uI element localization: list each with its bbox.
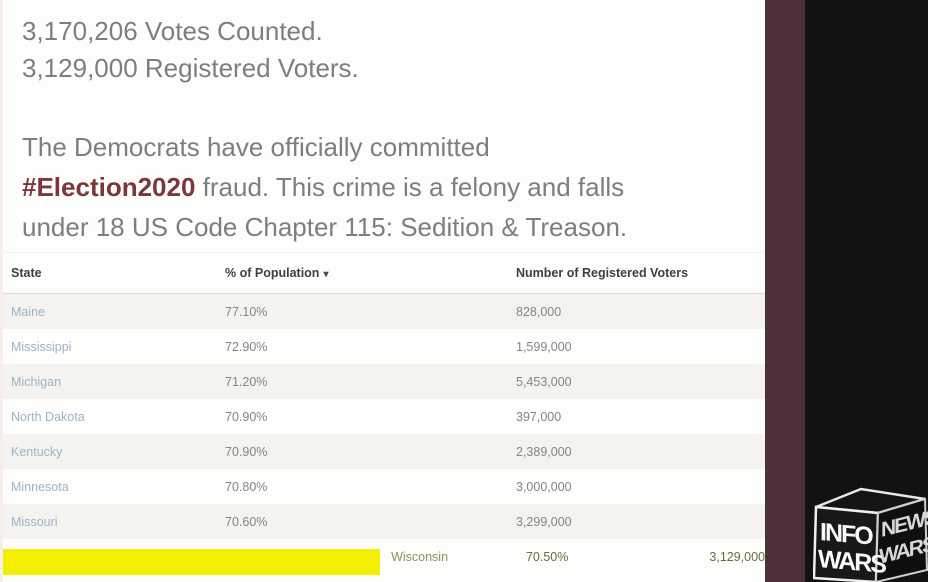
registered-voters-table: State % of Population ▾ Number of Registe…	[0, 252, 765, 575]
table-row-maine: Maine 77.10% 828,000	[0, 294, 765, 329]
pct-cell: 70.50%	[525, 549, 569, 564]
table-row-kentucky: Kentucky 70.90% 2,389,000	[0, 434, 765, 469]
header-state[interactable]: State	[11, 266, 42, 280]
voters-cell: 828,000	[516, 304, 562, 319]
votes-counted-line: 3,170,206 Votes Counted.	[22, 16, 323, 46]
voters-cell: 2,389,000	[516, 444, 572, 459]
state-link[interactable]: Missouri	[11, 514, 58, 529]
logo-front-line2: WARS	[818, 545, 886, 579]
pct-cell: 70.60%	[225, 514, 268, 529]
state-link[interactable]: Michigan	[11, 374, 62, 389]
table-row-minnesota: Minnesota 70.80% 3,000,000	[0, 469, 765, 504]
claim-paragraph: The Democrats have officially committed …	[22, 127, 627, 247]
table-row-wisconsin: Wisconsin 70.50% 3,129,000	[0, 539, 765, 575]
header-registered-voters[interactable]: Number of Registered Voters	[516, 266, 689, 280]
logo-front-line1: INFO	[820, 518, 873, 551]
table-header-row: State % of Population ▾ Number of Registe…	[0, 253, 765, 294]
state-link[interactable]: Kentucky	[11, 444, 63, 459]
voters-cell: 3,000,000	[516, 479, 572, 494]
state-link[interactable]: Maine	[11, 304, 46, 319]
registered-voters-line: 3,129,000 Registered Voters.	[22, 53, 359, 83]
cube-front-face	[813, 505, 880, 582]
state-link[interactable]: Minnesota	[11, 479, 69, 494]
header-pct-population[interactable]: % of Population ▾	[225, 266, 516, 280]
state-link[interactable]: North Dakota	[11, 409, 85, 424]
table-row-michigan: Michigan 71.20% 5,453,000	[0, 364, 765, 399]
table-row-mississippi: Mississippi 72.90% 1,599,000	[0, 329, 765, 364]
black-sidebar: INFO WARS NEWS WARS	[805, 0, 928, 582]
stats-block: 3,170,206 Votes Counted. 3,129,000 Regis…	[22, 13, 359, 87]
voters-cell: 1,599,000	[516, 339, 572, 354]
paragraph-line3: under 18 US Code Chapter 115: Sedition &…	[22, 212, 628, 242]
pct-cell: 71.20%	[225, 374, 268, 389]
paragraph-line2: fraud. This crime is a felony and falls	[195, 172, 625, 202]
sort-desc-icon: ▾	[323, 269, 329, 280]
cube-side-face	[874, 497, 928, 582]
pct-cell: 70.80%	[225, 479, 268, 494]
voters-cell: 5,453,000	[516, 374, 572, 389]
voters-cell: 3,299,000	[516, 514, 572, 529]
state-link[interactable]: Wisconsin	[391, 549, 449, 564]
voters-cell: 3,129,000	[709, 549, 765, 564]
left-edge-border	[0, 0, 3, 582]
table-row-missouri: Missouri 70.60% 3,299,000	[0, 504, 765, 539]
infowars-cube-logo: INFO WARS NEWS WARS	[813, 487, 928, 582]
yellow-highlight-bar	[0, 548, 381, 575]
state-link[interactable]: Mississippi	[11, 339, 72, 354]
pct-cell: 72.90%	[225, 339, 268, 354]
paragraph-line1: The Democrats have officially committed	[22, 132, 490, 162]
voters-cell: 397,000	[516, 409, 562, 424]
pct-cell: 77.10%	[225, 304, 268, 319]
table-row-north-dakota: North Dakota 70.90% 397,000	[0, 399, 765, 434]
hashtag-election2020-link[interactable]: #Election2020	[22, 172, 196, 202]
maroon-sidebar	[765, 0, 805, 582]
header-pct-label: % of Population	[225, 266, 320, 280]
pct-cell: 70.90%	[225, 409, 268, 424]
pct-cell: 70.90%	[225, 444, 268, 459]
